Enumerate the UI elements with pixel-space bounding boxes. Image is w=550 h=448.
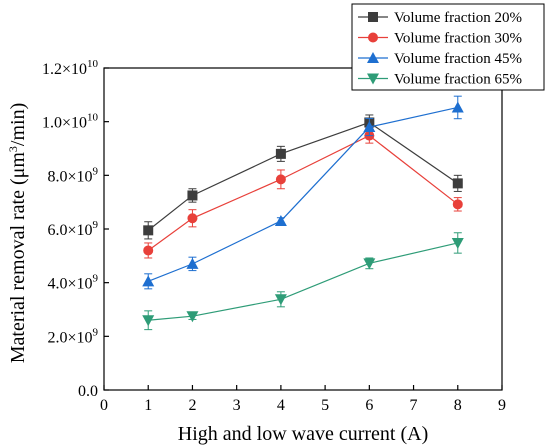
data-point-triangle-up <box>451 101 464 113</box>
y-tick-label-exponent: 9 <box>93 219 99 231</box>
x-tick-label: 7 <box>410 397 418 414</box>
y-tick-label-exponent: 10 <box>87 58 99 70</box>
legend-label: Volume fraction 30% <box>394 31 522 47</box>
x-tick-label: 5 <box>321 397 329 414</box>
y-tick-label-base: 8.0×10 <box>47 168 92 185</box>
y-tick-label: 4.0×109 <box>47 273 98 293</box>
y-tick-label: 2.0×109 <box>47 326 98 346</box>
y-tick-label-base: 1.2×10 <box>42 61 87 78</box>
x-tick-label: 8 <box>454 397 462 414</box>
y-axis: 0.02.0×1094.0×1096.0×1098.0×1091.0×10101… <box>42 58 109 400</box>
y-tick-label: 6.0×109 <box>47 219 98 239</box>
y-axis-title: Material removal rate (μm3/min) <box>6 103 29 364</box>
legend-item: Volume fraction 20% <box>358 10 522 26</box>
data-point-square <box>275 148 286 159</box>
legend-label: Volume fraction 20% <box>394 10 522 26</box>
data-point-triangle-up <box>274 214 287 226</box>
data-point-circle <box>368 32 378 43</box>
series-4 <box>142 232 464 331</box>
data-point-circle <box>187 213 198 224</box>
legend: Volume fraction 20% Volume fraction 30% Vo… <box>351 3 545 91</box>
x-tick-label: 1 <box>144 397 152 414</box>
x-tick-label: 4 <box>277 397 285 414</box>
y-axis-title-unit: /min) <box>7 103 29 146</box>
data-point-triangle-up <box>186 257 199 269</box>
x-tick-label: 9 <box>498 397 506 414</box>
y-tick-label-exponent: 9 <box>93 326 99 338</box>
data-point-triangle-down <box>451 237 464 249</box>
y-axis-title-main: Material removal rate (μm <box>7 152 29 364</box>
data-point-triangle-down <box>367 73 379 85</box>
y-tick-label-base: 2.0×10 <box>47 329 92 346</box>
legend-item: Volume fraction 65% <box>358 72 522 88</box>
data-point-triangle-down <box>186 311 199 323</box>
y-tick-label: 1.2×1010 <box>42 58 99 78</box>
plot-border <box>103 67 503 391</box>
data-point-triangle-up <box>363 121 376 133</box>
x-tick-label: 6 <box>365 397 373 414</box>
data-point-triangle-down <box>363 258 376 270</box>
y-tick-label-exponent: 9 <box>93 273 99 285</box>
data-point-square <box>452 178 463 189</box>
y-tick-label-exponent: 9 <box>93 165 99 177</box>
data-point-triangle-up <box>142 275 155 287</box>
x-tick-label: 0 <box>100 397 108 414</box>
series-3 <box>142 95 464 290</box>
x-tick-label: 2 <box>188 397 196 414</box>
y-tick-label-base: 4.0×10 <box>47 276 92 293</box>
y-tick-label-exponent: 10 <box>87 112 99 124</box>
data-point-square <box>187 190 198 201</box>
y-axis-title-superscript: 3 <box>6 146 20 152</box>
series-2 <box>143 127 463 259</box>
data-point-circle <box>275 174 286 185</box>
legend-item: Volume fraction 45% <box>358 51 522 67</box>
legend-box <box>351 3 545 91</box>
y-tick-label: 8.0×109 <box>47 165 98 185</box>
data-point-triangle-up <box>367 52 379 63</box>
series-line <box>148 242 458 321</box>
series-layer <box>142 95 464 331</box>
y-tick-label-base: 1.0×10 <box>42 115 87 132</box>
data-point-triangle-down <box>274 294 287 306</box>
data-point-circle <box>143 245 154 256</box>
data-point-square <box>143 225 154 236</box>
x-tick-label: 3 <box>233 397 241 414</box>
data-point-circle <box>452 199 463 210</box>
y-tick-label-base: 6.0×10 <box>47 222 92 239</box>
y-tick-label: 1.0×1010 <box>42 112 99 132</box>
plot-frame <box>103 67 503 391</box>
legend-item: Volume fraction 30% <box>358 31 522 47</box>
legend-label: Volume fraction 45% <box>394 51 522 67</box>
legend-label: Volume fraction 65% <box>394 72 522 88</box>
y-tick-label: 0.0 <box>78 383 98 400</box>
y-tick-label-base: 0.0 <box>78 383 98 400</box>
x-axis-title: High and low wave current (A) <box>178 423 428 445</box>
x-axis: 0 1 2 3 4 5 6 7 8 9 <box>100 385 506 414</box>
data-point-square <box>368 12 378 22</box>
data-point-triangle-down <box>142 315 155 327</box>
